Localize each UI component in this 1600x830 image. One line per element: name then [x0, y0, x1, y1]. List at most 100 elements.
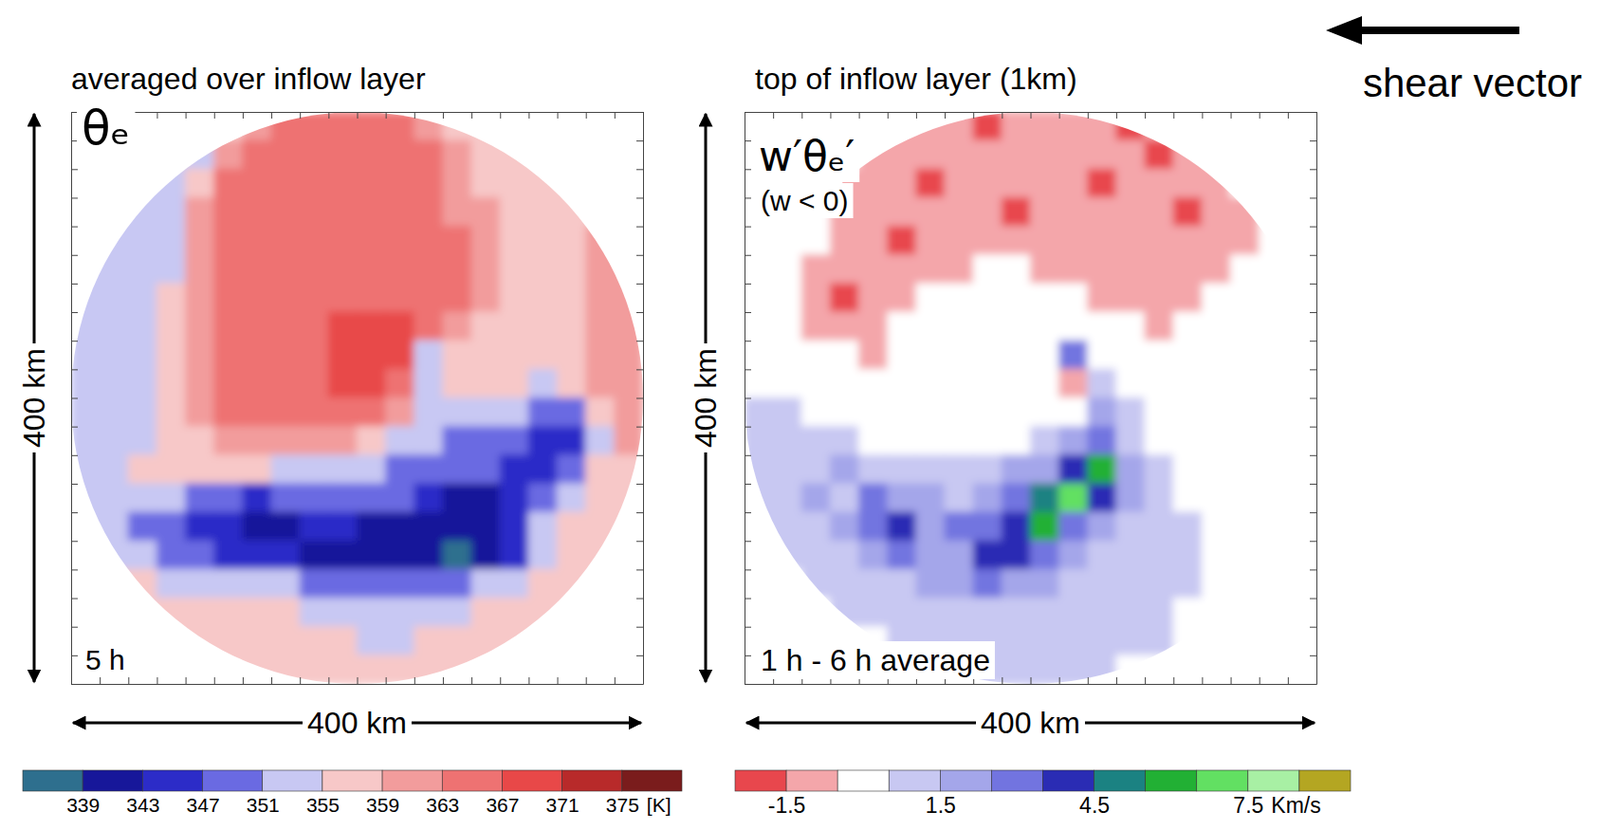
heat-cell: [441, 282, 472, 313]
heat-cell: [271, 368, 301, 399]
heat-cell: [829, 397, 860, 427]
tick-mark: [414, 677, 416, 684]
heat-cell: [1086, 425, 1117, 456]
heat-cell: [915, 140, 945, 170]
tick: [414, 111, 416, 119]
colorbar-tick: 355: [306, 790, 340, 816]
heat-cell: [556, 254, 587, 284]
heat-cell: [1029, 512, 1060, 542]
heat-cell: [356, 482, 387, 513]
tick-mark: [1231, 677, 1233, 684]
panel: [71, 111, 644, 685]
heat-cell: [99, 425, 129, 456]
tick-mark: [1116, 677, 1118, 684]
tick-mark: [1173, 677, 1175, 684]
tick-mark: [71, 398, 78, 400]
tick-mark: [744, 655, 752, 657]
heat-cell: [328, 540, 358, 571]
heat-cell: [156, 254, 186, 284]
heat-cell: [886, 597, 917, 627]
heat-cell: [829, 569, 860, 599]
heat-cell: [471, 340, 501, 370]
heat-cell: [328, 425, 358, 456]
heat-cell: [1173, 540, 1203, 571]
heat-cell: [441, 254, 472, 284]
annotation-group: w′θₑ′: [754, 129, 860, 183]
heat-cell: [471, 254, 501, 284]
colorbar-box: [735, 770, 787, 791]
tick: [1116, 677, 1118, 684]
heat-cell: [1230, 425, 1260, 456]
heat-cell: [585, 512, 615, 542]
heat-cell: [271, 482, 301, 513]
heat-cell: [528, 197, 558, 227]
tick: [185, 677, 187, 684]
heat-cell: [858, 597, 888, 627]
heat-cell: [71, 482, 101, 513]
tick-mark: [586, 677, 588, 684]
heat-cell: [1001, 225, 1031, 256]
tick: [636, 255, 644, 257]
tick: [636, 283, 644, 285]
tick-mark: [1309, 398, 1317, 400]
tick-mark: [1309, 483, 1317, 485]
heat-cell: [1173, 225, 1203, 256]
heat-cell: [328, 111, 358, 142]
heat-cell: [413, 597, 443, 627]
heat-cell: [1144, 425, 1175, 456]
heat-cell: [471, 454, 501, 484]
heat-cell: [613, 282, 644, 313]
tick: [99, 677, 101, 684]
heat-cell: [1201, 397, 1232, 427]
heat-cell: [1230, 454, 1260, 484]
heat-cell: [471, 368, 501, 399]
x-axis-title: 400 km: [307, 705, 407, 740]
heat-cell: [471, 397, 501, 427]
tick-mark: [71, 283, 78, 285]
tick: [636, 540, 644, 542]
heat-cell: [441, 111, 472, 142]
tick-mark: [1309, 426, 1317, 428]
heat-cell: [772, 340, 803, 370]
heat-cell: [915, 540, 945, 571]
heat-cell: [1115, 569, 1145, 599]
tick: [744, 368, 752, 370]
heat-cell: [241, 597, 272, 627]
colorbar-tick-label: 339: [66, 793, 100, 816]
heat-cell: [184, 225, 215, 256]
heat-cell: [801, 512, 831, 542]
heat-cell: [413, 312, 443, 342]
heat-cell: [385, 625, 415, 656]
heat-cell: [886, 482, 917, 513]
tick-mark: [1309, 168, 1317, 170]
heat-cell: [356, 312, 387, 342]
tick-mark: [1309, 455, 1317, 457]
tick: [185, 111, 187, 119]
tick: [744, 312, 752, 313]
heat-cell: [744, 282, 774, 313]
heat-cell: [1058, 540, 1088, 571]
heat-cell: [1115, 254, 1145, 284]
heat-cell: [829, 368, 860, 399]
heat-cell: [944, 140, 975, 170]
heat-cell: [1230, 512, 1260, 542]
tick: [636, 168, 644, 170]
heat-cell: [1258, 425, 1288, 456]
tick: [71, 226, 78, 228]
tick-mark: [829, 111, 831, 119]
heat-cell: [499, 168, 530, 199]
tick: [1001, 111, 1003, 119]
heat-cell: [1058, 168, 1088, 199]
heat-cell: [1144, 540, 1175, 571]
tick-mark: [99, 677, 101, 684]
colorbar-tick-label: 367: [485, 793, 519, 816]
tick-mark: [71, 512, 78, 514]
heat-cell: [1144, 397, 1175, 427]
tick: [1309, 255, 1317, 257]
heat-cell: [271, 197, 301, 227]
heat-cell: [829, 454, 860, 484]
tick-mark: [271, 677, 273, 684]
heat-cell: [944, 225, 975, 256]
heat-cell: [356, 654, 387, 684]
heat-cell: [1144, 625, 1175, 656]
